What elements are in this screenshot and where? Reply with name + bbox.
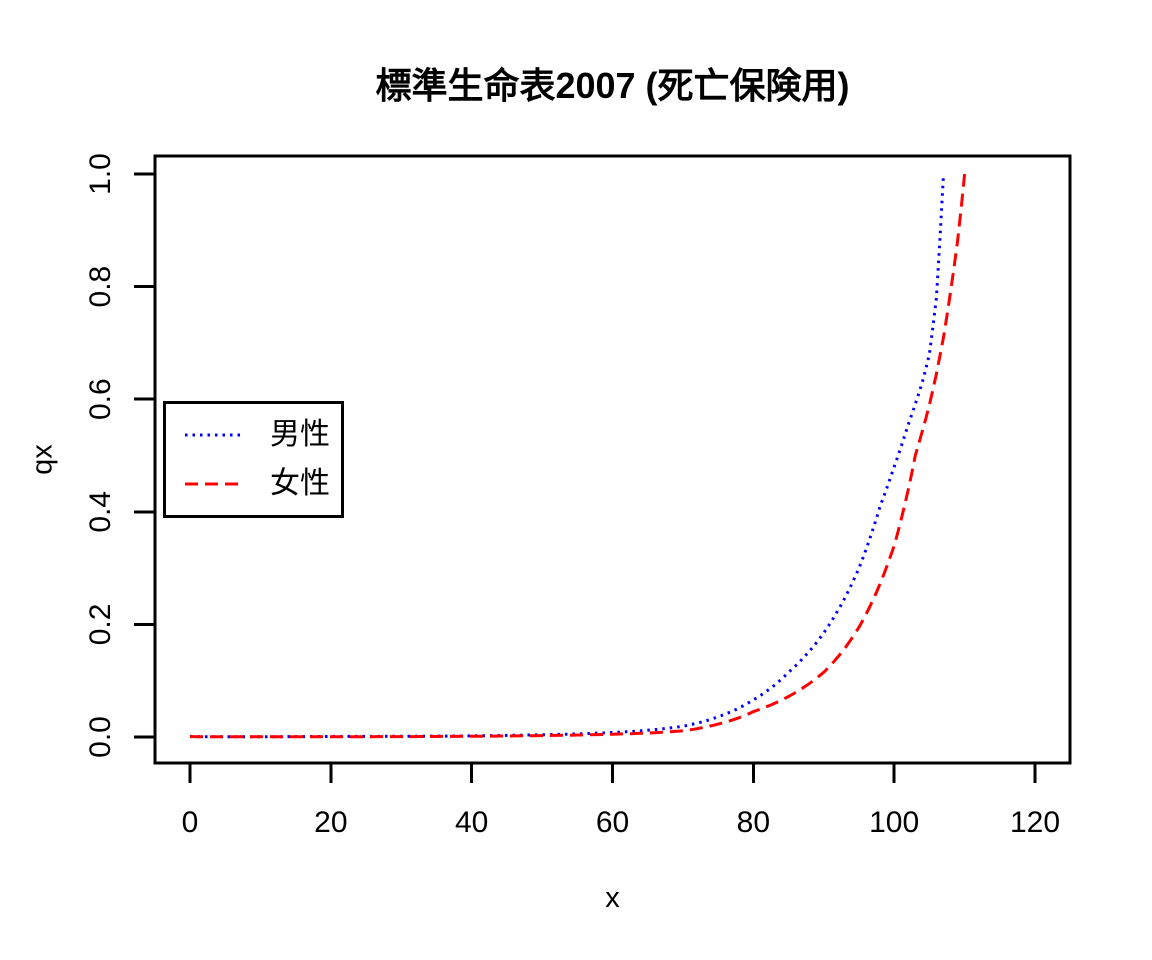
x-tick-label-5: 100 [869,806,919,839]
x-axis-label: x [605,882,620,914]
y-tick-label-2: 0.4 [84,491,117,533]
legend-label-male: 男性 [270,417,330,451]
legend-box: 男性 女性 [163,401,344,518]
y-tick-label-4: 0.8 [84,266,117,308]
x-tick-label-3: 60 [596,806,629,839]
x-tick-label-1: 20 [314,806,347,839]
y-tick-label-3: 0.6 [84,378,117,420]
x-tick-label-0: 0 [182,806,199,839]
curve-female [190,173,967,739]
x-tick-label-2: 40 [455,806,488,839]
legend-label-female: 女性 [270,467,330,501]
y-axis-label: qx [26,444,59,475]
legend-line-female-icon [185,482,245,486]
legend-entry-female: 女性 [184,469,341,499]
chart-title: 標準生命表2007 (死亡保険用) [375,65,850,106]
curve-male [189,173,945,739]
x-tick-label-4: 80 [737,806,770,839]
legend-line-male-icon [185,433,245,437]
y-tick-label-1: 0.2 [84,604,117,646]
y-tick-label-0: 0.0 [84,716,117,758]
x-tick-label-6: 120 [1010,806,1060,839]
y-tick-label-5: 1.0 [84,153,117,195]
legend-entry-male: 男性 [184,417,341,451]
